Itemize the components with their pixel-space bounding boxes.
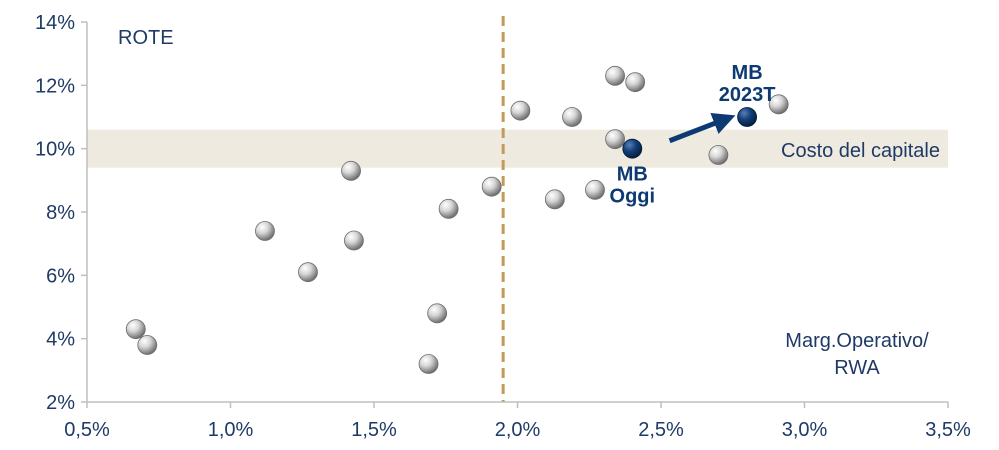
y-tick-label: 8% [46, 202, 75, 224]
x-tick-label: 2,0% [495, 419, 541, 441]
peer-point [510, 100, 531, 121]
y-tick-label: 2% [46, 392, 75, 414]
x-tick-label: 1,0% [208, 419, 254, 441]
highlight-points: MB Oggi MB 2023T [610, 62, 776, 208]
peer-point [255, 221, 275, 241]
y-tick-label: 10% [35, 139, 75, 161]
peer-point [298, 262, 318, 283]
peer-point [708, 145, 729, 165]
peer-point [344, 230, 364, 251]
x-tick-label: 1,5% [351, 419, 397, 441]
y-tick-label: 12% [35, 75, 75, 97]
peer-point [481, 176, 502, 197]
y-ticks: 2% 4% 6% 8% 10% 12% 14% [35, 12, 87, 414]
peer-point [341, 160, 361, 181]
peer-point [605, 129, 625, 150]
peer-point [427, 303, 448, 324]
trend-arrow [668, 112, 736, 144]
y-tick-label: 6% [46, 265, 75, 287]
peer-point [125, 319, 146, 340]
y-axis-label: ROTE [118, 27, 174, 49]
x-tick-label: 2,5% [638, 419, 684, 441]
highlight-label-today: MB Oggi [610, 164, 656, 208]
x-tick-label: 0,5% [64, 419, 110, 441]
y-tick-label: 4% [46, 329, 75, 351]
peer-point [768, 94, 789, 115]
x-tick-label: 3,5% [925, 419, 971, 441]
highlight-label-target: MB 2023T [719, 62, 776, 106]
peer-points [125, 65, 789, 374]
x-axis-label: Marg.Operativo/RWA [785, 330, 929, 379]
peer-point [605, 65, 625, 86]
peer-point [562, 107, 582, 127]
peer-point [438, 198, 459, 219]
x-tick-label: 3,0% [782, 419, 828, 441]
peer-point [418, 354, 439, 374]
peer-point [585, 179, 605, 200]
highlight-point-today [622, 138, 643, 159]
x-ticks: 0,5% 1,0% 1,5% 2,0% 2,5% 3,0% 3,5% [64, 402, 971, 441]
peer-point [544, 189, 565, 210]
peer-point [625, 72, 646, 93]
cost-of-capital-band [87, 129, 948, 168]
peer-point [137, 335, 158, 355]
band-label: Costo del capitale [781, 140, 940, 162]
highlight-point-target [737, 107, 757, 127]
y-tick-label: 14% [35, 12, 75, 34]
